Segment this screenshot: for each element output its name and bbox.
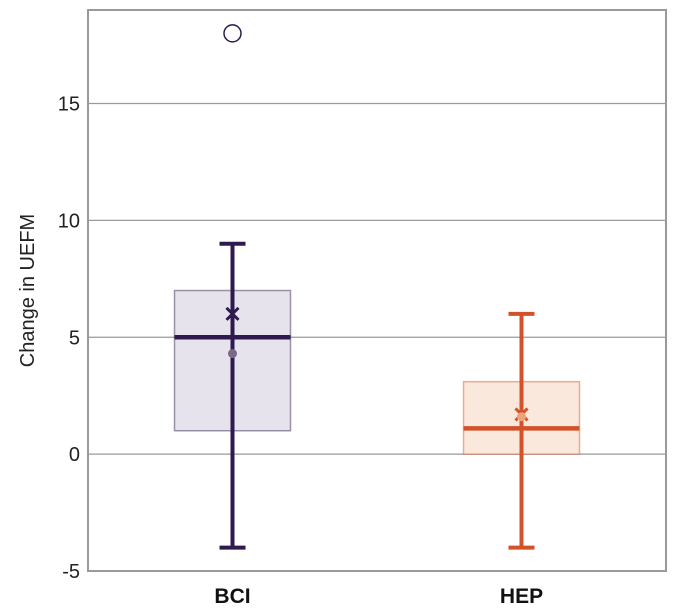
outlier-point (223, 24, 242, 43)
mean-marker (225, 306, 240, 321)
y-axis-title: Change in UEFM (17, 214, 39, 367)
y-tick-label: -5 (62, 561, 80, 583)
plot-frame (87, 9, 667, 572)
y-tick-label: 10 (58, 210, 80, 232)
y-tick-labels: -5 0 5 10 15 (58, 94, 80, 584)
data-point (228, 349, 237, 359)
y-tick-label: 0 (69, 444, 80, 466)
x-category-labels: BCI HEP (214, 585, 543, 608)
x-category-label: HEP (500, 585, 543, 608)
box-bci (173, 24, 292, 550)
data-point (517, 412, 526, 422)
y-tick-label: 15 (58, 94, 80, 116)
y-tick-label: 5 (69, 327, 80, 349)
box-series (173, 24, 581, 550)
x-category-label: BCI (214, 585, 250, 608)
box-hep (462, 311, 581, 550)
